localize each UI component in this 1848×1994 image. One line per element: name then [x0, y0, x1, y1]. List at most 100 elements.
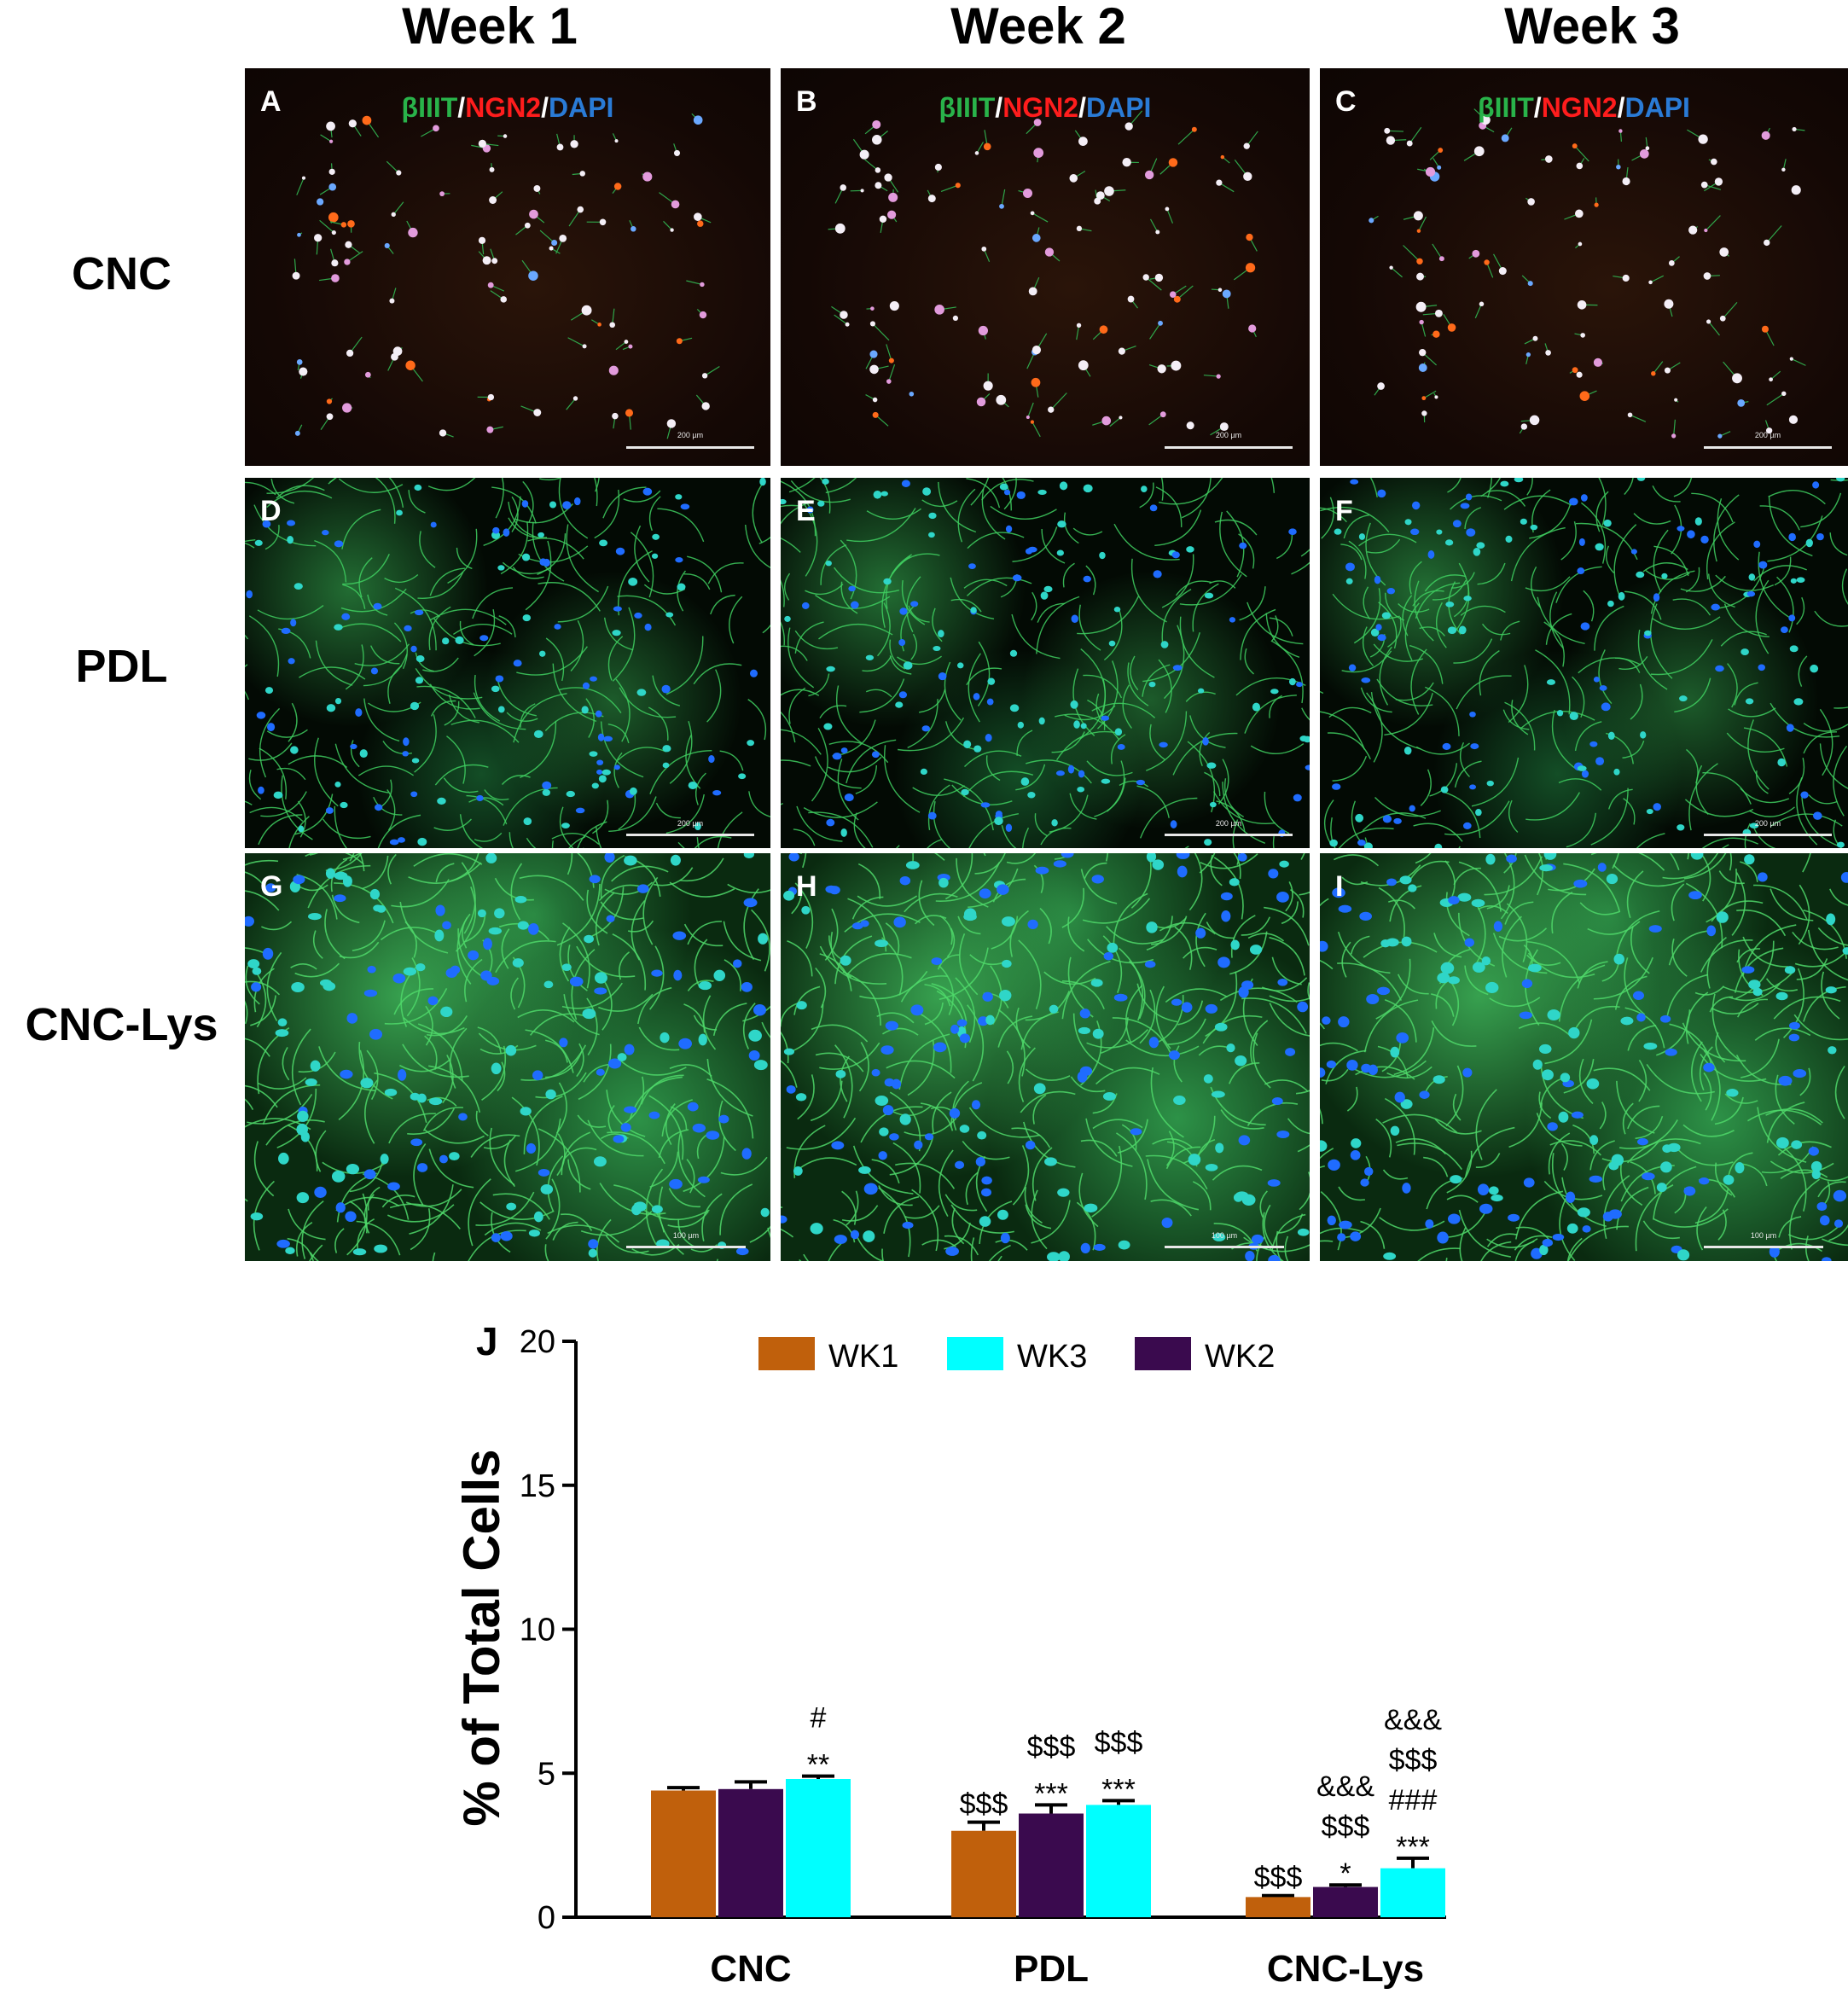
micrograph-texture — [828, 110, 1258, 438]
panel-letter-a: A — [260, 85, 282, 118]
stain-marker-1: βIIIT — [401, 92, 458, 123]
legend-swatch-wk1 — [758, 1337, 815, 1370]
scale-bar — [1165, 1246, 1284, 1248]
significance-marker: *** — [1396, 1831, 1430, 1863]
scale-bar-label: 100 µm — [672, 1231, 700, 1240]
significance-marker: *** — [1034, 1777, 1068, 1810]
scale-bar-label: 200 µm — [1215, 819, 1242, 828]
y-tick-label: 20 — [520, 1324, 555, 1360]
legend-label: WK2 — [1205, 1339, 1275, 1375]
significance-marker: ** — [807, 1749, 829, 1782]
y-tick-label: 15 — [520, 1468, 555, 1504]
significance-marker: $$$ — [960, 1788, 1008, 1821]
micrograph-texture — [245, 853, 770, 1261]
stain-separator: / — [541, 92, 549, 123]
panel-letter-d: D — [260, 495, 282, 527]
micrograph-texture — [245, 478, 770, 848]
micrograph-panel-h: H 100 µm — [781, 853, 1310, 1261]
significance-marker: $$$ — [1389, 1744, 1438, 1776]
significance-marker: # — [811, 1702, 827, 1735]
stain-marker-3: DAPI — [1624, 92, 1690, 123]
significance-marker: *** — [1101, 1773, 1136, 1805]
scale-bar — [1704, 1246, 1823, 1248]
stain-marker-3: DAPI — [548, 92, 614, 123]
column-header-week-2: Week 2 — [950, 0, 1126, 55]
panel-letter-c: C — [1335, 85, 1357, 118]
micrograph-panel-g: G 100 µm — [245, 853, 770, 1261]
row-label-cnc-lys: CNC-Lys — [25, 999, 218, 1050]
micrograph-panel-d: D 200 µm — [245, 478, 770, 848]
bar-wk1 — [651, 1790, 716, 1917]
micrograph-texture — [1369, 108, 1806, 439]
micrograph-panel-e: E 200 µm — [781, 478, 1310, 848]
stain-marker-2: NGN2 — [1541, 92, 1618, 123]
scale-bar-label: 200 µm — [1215, 431, 1242, 439]
stain-label: βIIIT/NGN2/DAPI — [245, 92, 770, 124]
column-header-week-1: Week 1 — [402, 0, 578, 55]
chart-panel-label: J — [476, 1319, 498, 1363]
bar-chart: J 0 5 10 15 20 % of Total Cells CNC # ** PDL $$$ $$$… — [453, 1319, 1446, 1990]
scale-bar — [1704, 834, 1832, 836]
stain-label: βIIIT/NGN2/DAPI — [781, 92, 1310, 124]
micrograph-panel-b: B βIIIT/NGN2/DAPI 200 µm — [781, 68, 1310, 466]
stain-separator: / — [457, 92, 466, 123]
micrograph-texture — [292, 113, 720, 439]
y-tick-label: 10 — [520, 1613, 555, 1648]
scale-bar-label: 200 µm — [1754, 819, 1781, 828]
panel-letter-f: F — [1335, 495, 1353, 527]
scale-bar-label: 200 µm — [677, 431, 704, 439]
micrograph-panel-a: A βIIIT/NGN2/DAPI 200 µm — [245, 68, 770, 466]
bar-wk2 — [1019, 1813, 1084, 1917]
significance-marker: * — [1340, 1857, 1351, 1890]
micrograph-texture — [781, 478, 1310, 848]
panel-letter-g: G — [260, 870, 283, 903]
scale-bar — [626, 834, 754, 836]
scale-bar — [1165, 446, 1293, 449]
row-label-cnc: CNC — [72, 248, 171, 299]
significance-marker: $$$ — [1254, 1862, 1303, 1894]
scale-bar — [1704, 446, 1832, 449]
panel-letter-h: H — [796, 870, 817, 903]
bar-wk3 — [1086, 1805, 1151, 1917]
significance-marker: &&& — [1384, 1704, 1442, 1736]
stain-marker-1: βIIIT — [1478, 92, 1534, 123]
micrograph-panel-c: C βIIIT/NGN2/DAPI 200 µm — [1320, 68, 1848, 466]
x-category-label: PDL — [1014, 1948, 1089, 1990]
bar-wk2 — [718, 1788, 783, 1917]
panel-letter-i: I — [1335, 870, 1344, 903]
stain-separator: / — [1078, 92, 1086, 123]
micrograph-texture — [781, 853, 1310, 1261]
micrograph-panel-i: I 100 µm — [1320, 853, 1848, 1261]
stain-label: βIIIT/NGN2/DAPI — [1320, 92, 1848, 124]
stain-separator: / — [995, 92, 1003, 123]
x-category-label: CNC — [710, 1948, 791, 1990]
y-axis-title: % of Total Cells — [453, 1449, 510, 1826]
scale-bar — [626, 1246, 746, 1248]
legend-label: WK3 — [1017, 1339, 1087, 1375]
micrograph-panel-f: F 200 µm — [1320, 478, 1848, 848]
significance-marker: &&& — [1316, 1770, 1374, 1803]
legend-swatch-wk3 — [947, 1337, 1003, 1370]
bar-wk3 — [786, 1779, 851, 1917]
scale-bar-label: 100 µm — [1211, 1231, 1238, 1240]
stain-marker-1: βIIIT — [939, 92, 996, 123]
bar-wk3 — [1380, 1868, 1445, 1917]
scale-bar-label: 200 µm — [1754, 431, 1781, 439]
bar-wk2 — [1313, 1886, 1378, 1917]
micrograph-texture — [1320, 478, 1848, 848]
stain-marker-2: NGN2 — [1002, 92, 1079, 123]
panel-letter-e: E — [796, 495, 816, 527]
significance-marker: $$$ — [1027, 1730, 1076, 1763]
stain-marker-3: DAPI — [1085, 92, 1152, 123]
stain-separator: / — [1617, 92, 1625, 123]
scale-bar — [1165, 834, 1293, 836]
significance-marker: $$$ — [1322, 1811, 1370, 1843]
legend-label: WK1 — [828, 1339, 898, 1375]
x-category-label: CNC-Lys — [1267, 1948, 1424, 1990]
panel-letter-b: B — [796, 85, 817, 118]
stain-marker-2: NGN2 — [465, 92, 542, 123]
row-label-pdl: PDL — [75, 641, 168, 692]
bar-wk1 — [951, 1830, 1016, 1917]
scale-bar-label: 100 µm — [1750, 1231, 1777, 1240]
scale-bar — [626, 446, 754, 449]
